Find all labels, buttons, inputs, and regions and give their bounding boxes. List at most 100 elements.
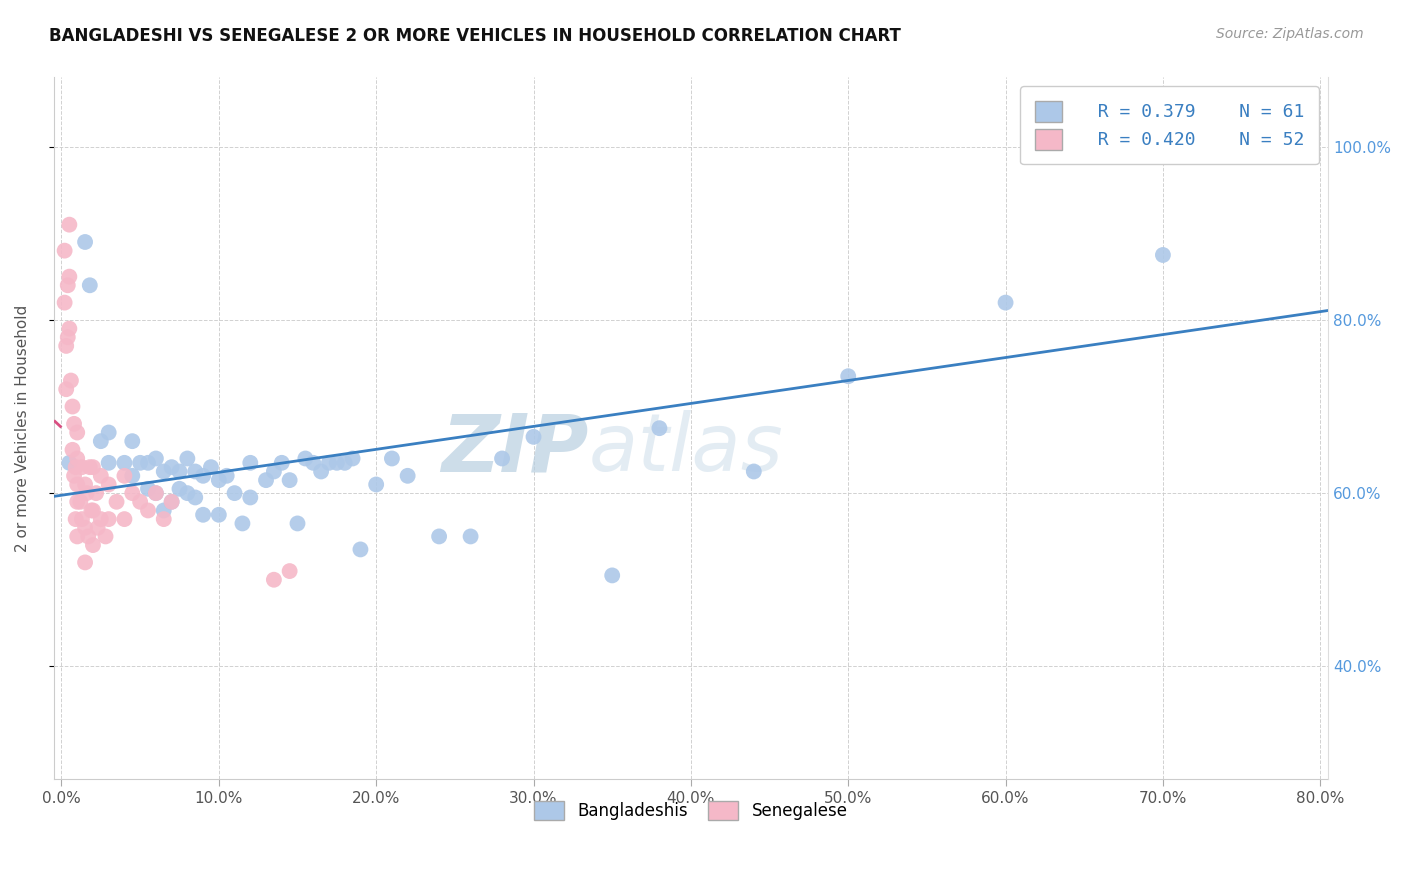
Point <box>66 451 89 466</box>
Point <box>80 503 103 517</box>
Point <box>55 382 77 396</box>
Point <box>191 468 214 483</box>
Point <box>396 468 419 483</box>
Point <box>58 321 80 335</box>
Point <box>58 269 80 284</box>
Point <box>239 456 262 470</box>
Point <box>82 503 104 517</box>
Point <box>66 529 89 543</box>
Text: atlas: atlas <box>589 410 783 488</box>
Point <box>294 451 316 466</box>
Point <box>112 456 135 470</box>
Text: ZIP: ZIP <box>441 410 589 488</box>
Point <box>136 482 159 496</box>
Point <box>97 425 120 440</box>
Point <box>77 529 100 543</box>
Point <box>62 400 84 414</box>
Point <box>215 468 238 483</box>
Point <box>66 477 89 491</box>
Point <box>145 486 167 500</box>
Point <box>270 456 292 470</box>
Point <box>169 465 191 479</box>
Point <box>70 460 93 475</box>
Point <box>1182 139 1205 153</box>
Text: Source: ZipAtlas.com: Source: ZipAtlas.com <box>1216 27 1364 41</box>
Point <box>79 278 101 293</box>
Point <box>75 235 97 249</box>
Point <box>66 425 89 440</box>
Point <box>79 460 101 475</box>
Point <box>75 521 97 535</box>
Point <box>224 486 246 500</box>
Point <box>208 508 231 522</box>
Point <box>254 473 277 487</box>
Point <box>75 477 97 491</box>
Y-axis label: 2 or more Vehicles in Household: 2 or more Vehicles in Household <box>15 304 30 552</box>
Point <box>121 434 143 449</box>
Point <box>600 568 623 582</box>
Point <box>333 456 356 470</box>
Point <box>152 465 174 479</box>
Point <box>239 491 262 505</box>
Text: BANGLADESHI VS SENEGALESE 2 OR MORE VEHICLES IN HOUSEHOLD CORRELATION CHART: BANGLADESHI VS SENEGALESE 2 OR MORE VEHI… <box>49 27 901 45</box>
Point <box>75 556 97 570</box>
Point <box>208 473 231 487</box>
Point <box>58 218 80 232</box>
Point <box>53 295 76 310</box>
Point <box>69 495 91 509</box>
Point <box>366 477 388 491</box>
Point <box>82 460 104 475</box>
Point <box>90 434 112 449</box>
Point <box>63 468 86 483</box>
Point <box>184 491 207 505</box>
Point <box>994 295 1017 310</box>
Point <box>121 486 143 500</box>
Point <box>648 421 671 435</box>
Point <box>191 508 214 522</box>
Point <box>184 465 207 479</box>
Point <box>90 512 112 526</box>
Point <box>160 495 183 509</box>
Point <box>176 451 198 466</box>
Point <box>97 477 120 491</box>
Point <box>136 503 159 517</box>
Point <box>160 495 183 509</box>
Point <box>97 512 120 526</box>
Point <box>129 456 152 470</box>
Point <box>287 516 309 531</box>
Point <box>318 456 340 470</box>
Point <box>309 465 332 479</box>
Point <box>53 244 76 258</box>
Point <box>65 512 87 526</box>
Point <box>742 465 765 479</box>
Point <box>278 473 301 487</box>
Point <box>58 456 80 470</box>
Point <box>112 468 135 483</box>
Point <box>837 369 859 384</box>
Point <box>66 495 89 509</box>
Point <box>56 278 79 293</box>
Point <box>302 456 325 470</box>
Point <box>55 339 77 353</box>
Point <box>63 417 86 431</box>
Point <box>62 442 84 457</box>
Point <box>522 430 544 444</box>
Point <box>460 529 482 543</box>
Point <box>278 564 301 578</box>
Point <box>70 512 93 526</box>
Point <box>145 451 167 466</box>
Point <box>381 451 404 466</box>
Point <box>94 529 117 543</box>
Point <box>176 486 198 500</box>
Point <box>76 486 98 500</box>
Point <box>152 503 174 517</box>
Point <box>86 521 108 535</box>
Point <box>1152 248 1174 262</box>
Point <box>59 374 82 388</box>
Point <box>231 516 253 531</box>
Point <box>263 573 285 587</box>
Point <box>326 456 349 470</box>
Point <box>65 460 87 475</box>
Point <box>129 495 152 509</box>
Point <box>169 482 191 496</box>
